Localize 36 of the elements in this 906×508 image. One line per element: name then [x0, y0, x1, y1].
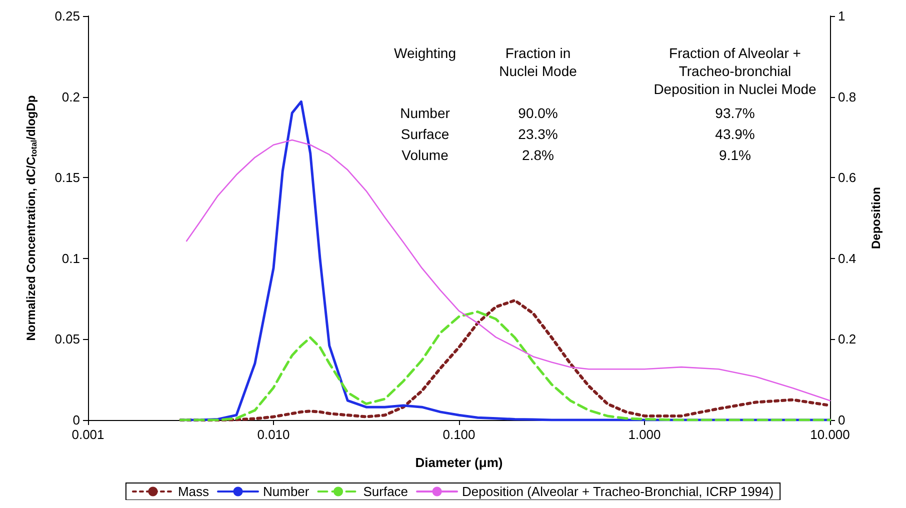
- annotation: Volume: [402, 147, 449, 163]
- y2-tick-label: 0.6: [838, 170, 856, 186]
- legend-label: Surface: [363, 484, 408, 499]
- x-axis-title: Diameter (μm): [415, 455, 503, 470]
- annotation: 90.0%: [518, 105, 558, 121]
- annotation: Surface: [400, 126, 450, 142]
- annotation: 2.8%: [522, 147, 554, 163]
- x-tick-label: 0.100: [442, 427, 476, 442]
- y2-tick-label: 0: [838, 412, 846, 428]
- y-tick-label: 0.15: [54, 170, 80, 186]
- legend-label: Deposition (Alveolar + Tracheo-Bronchial, ICRP 1994): [462, 484, 774, 499]
- y2-tick-label: 0.8: [838, 89, 856, 104]
- annotation: 93.7%: [715, 105, 755, 121]
- y-tick-label: 0.05: [54, 332, 80, 347]
- annotation: Weighting: [394, 45, 456, 61]
- y2-tick-label: 0.4: [838, 250, 856, 266]
- annotation: 23.3%: [518, 126, 558, 142]
- x-tick-label: 0.010: [257, 427, 290, 442]
- y2-axis-title: Deposition: [869, 187, 883, 249]
- x-tick-label: 0.001: [72, 427, 104, 442]
- y-tick-label: 0: [72, 412, 80, 428]
- y2-tick-label: 0.2: [838, 332, 856, 347]
- y-tick-label: 0.1: [62, 250, 80, 266]
- legend-label: Number: [263, 484, 310, 499]
- y2-tick-label: 1: [838, 8, 846, 24]
- y-tick-label: 0.25: [54, 8, 80, 24]
- annotation: 43.9%: [715, 126, 755, 142]
- x-tick-label: 1.000: [628, 427, 661, 442]
- annotation: Number: [400, 105, 450, 121]
- y-tick-label: 0.2: [62, 89, 80, 104]
- annotation: 9.1%: [719, 147, 751, 163]
- annotation: Fraction of Alveolar + Tracheo-bronchial Deposition in Nuclei Mode: [654, 45, 817, 97]
- annotation: Fraction in Nuclei Mode: [499, 45, 578, 79]
- x-tick-label: 10.000: [810, 427, 850, 442]
- y-axis-title: Normalized Concentration, dC/Ctotal/dlogDp: [24, 95, 38, 341]
- legend-label: Mass: [178, 484, 210, 499]
